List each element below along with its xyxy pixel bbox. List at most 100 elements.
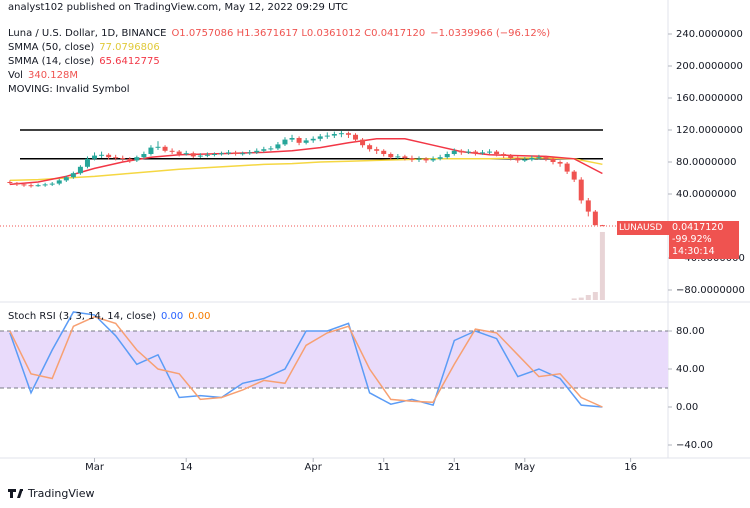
legend-name: Vol bbox=[8, 70, 23, 81]
candle-body bbox=[183, 153, 189, 155]
legend-value: 0.00 bbox=[188, 311, 211, 322]
candle-body bbox=[162, 146, 168, 151]
symbol-tag: LUNAUSD bbox=[617, 221, 673, 235]
candle-body bbox=[282, 139, 288, 145]
candle-body bbox=[49, 183, 55, 185]
candle-body bbox=[479, 152, 485, 154]
candle-body bbox=[508, 155, 514, 158]
volume-bar bbox=[592, 292, 598, 300]
candle-body bbox=[226, 152, 232, 154]
legend-value: 77.0796806 bbox=[99, 42, 160, 53]
candle-body bbox=[28, 185, 34, 187]
y-tick-label: 0.00 bbox=[676, 402, 698, 413]
candle-body bbox=[345, 133, 351, 135]
candle-body bbox=[458, 150, 464, 153]
candle-body bbox=[127, 158, 133, 161]
price-tag: 0.0417120 -99.92% 14:30:14 bbox=[669, 221, 739, 259]
candle-body bbox=[543, 157, 549, 159]
candle-body bbox=[423, 158, 429, 161]
y-tick-label: −80.0000000 bbox=[676, 285, 745, 296]
candle-body bbox=[233, 152, 239, 154]
x-tick-label: Mar bbox=[85, 462, 105, 473]
indicator-line bbox=[9, 138, 603, 186]
volume-bar bbox=[585, 295, 591, 300]
candle-body bbox=[99, 154, 105, 156]
candle-body bbox=[21, 184, 27, 186]
x-tick-label: 21 bbox=[448, 462, 461, 473]
candle-body bbox=[409, 158, 415, 160]
candle-body bbox=[564, 163, 570, 172]
candle-body bbox=[106, 154, 112, 158]
stoch-legend: Stoch RSI (3, 3, 14, 14, close) 0.00 0.00 bbox=[8, 311, 216, 323]
candle-body bbox=[92, 155, 98, 159]
candle-body bbox=[381, 150, 387, 154]
candle-body bbox=[360, 139, 366, 146]
candle-body bbox=[141, 154, 147, 158]
candle-body bbox=[289, 138, 295, 140]
candle-body bbox=[388, 154, 394, 158]
candle-body bbox=[56, 180, 62, 184]
volume-bar bbox=[578, 297, 584, 300]
last-price: 0.0417120 bbox=[672, 222, 724, 233]
publish-info: analyst102 published on TradingView.com,… bbox=[8, 2, 353, 14]
candle-body bbox=[338, 133, 344, 135]
candle-body bbox=[190, 153, 196, 157]
x-tick-label: 11 bbox=[377, 462, 390, 473]
candle-body bbox=[444, 154, 450, 158]
moving-legend: MOVING: Invalid Symbol bbox=[8, 84, 135, 96]
candle-body bbox=[197, 155, 203, 157]
candle-body bbox=[275, 144, 281, 149]
candle-body bbox=[374, 149, 380, 151]
sma14-legend: SMMA (14, close) 65.6412775 bbox=[8, 56, 165, 68]
candle-body bbox=[487, 151, 493, 153]
candle-body bbox=[310, 138, 316, 141]
candle-body bbox=[42, 184, 48, 186]
candle-body bbox=[113, 157, 119, 159]
volume-bar bbox=[571, 298, 577, 300]
y-tick-label: 120.0000000 bbox=[676, 125, 743, 136]
symbol-header: Luna / U.S. Dollar, 1D, BINANCE O1.075708… bbox=[8, 28, 555, 40]
candle-body bbox=[211, 154, 217, 155]
candle-body bbox=[367, 145, 373, 150]
candle-body bbox=[402, 156, 408, 158]
y-tick-label: 80.00 bbox=[676, 326, 705, 337]
y-tick-label: 200.0000000 bbox=[676, 61, 743, 72]
last-change: -99.92% bbox=[672, 234, 712, 245]
candle-body bbox=[592, 211, 598, 226]
candle-body bbox=[451, 150, 457, 154]
candle-body bbox=[437, 157, 443, 159]
candle-body bbox=[296, 138, 302, 143]
legend-value: 65.6412775 bbox=[99, 56, 160, 67]
candle-body bbox=[578, 179, 584, 201]
volume-legend: Vol 340.128M bbox=[8, 70, 83, 82]
y-tick-label: −40.00 bbox=[676, 440, 713, 451]
candle-body bbox=[395, 156, 401, 158]
candle-body bbox=[353, 134, 359, 140]
stoch-band bbox=[0, 331, 668, 389]
candle-body bbox=[550, 158, 556, 162]
candle-body bbox=[70, 173, 76, 178]
candle-body bbox=[35, 185, 41, 187]
y-tick-label: 80.0000000 bbox=[676, 157, 736, 168]
candle-body bbox=[77, 166, 83, 174]
candle-body bbox=[465, 151, 471, 153]
candle-body bbox=[218, 153, 224, 155]
symbol-title: Luna / U.S. Dollar, 1D, BINANCE bbox=[8, 28, 167, 39]
candle-body bbox=[324, 135, 330, 137]
candle-body bbox=[120, 158, 126, 159]
price-change: −1.0339966 (−96.12%) bbox=[430, 28, 551, 39]
sma50-legend: SMMA (50, close) 77.0796806 bbox=[8, 42, 165, 54]
candle-body bbox=[204, 154, 210, 156]
candle-body bbox=[416, 158, 422, 160]
candle-body bbox=[14, 182, 20, 185]
candle-body bbox=[303, 140, 309, 143]
candle-body bbox=[472, 151, 478, 154]
candle-body bbox=[557, 162, 563, 164]
candle-body bbox=[536, 157, 542, 159]
candle-body bbox=[176, 151, 182, 154]
volume-bar bbox=[599, 231, 605, 300]
indicator-line bbox=[9, 315, 603, 408]
candle-body bbox=[599, 225, 605, 227]
y-tick-label: 240.0000000 bbox=[676, 29, 743, 40]
